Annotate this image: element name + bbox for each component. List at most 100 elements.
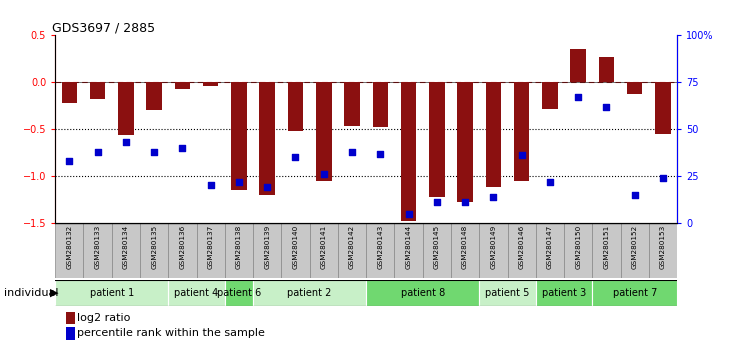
Bar: [514, 82, 529, 181]
Point: [403, 211, 414, 217]
Bar: [316, 82, 331, 181]
Text: GSM280142: GSM280142: [349, 225, 355, 269]
Bar: [457, 82, 473, 202]
Bar: [260, 82, 275, 195]
Point: [205, 183, 216, 188]
Bar: [310, 223, 338, 278]
Bar: [203, 82, 219, 86]
Text: GSM280147: GSM280147: [547, 225, 553, 269]
Bar: [253, 223, 281, 278]
Bar: [372, 82, 388, 127]
Bar: [627, 82, 643, 93]
Text: patient 2: patient 2: [288, 288, 332, 298]
Point: [573, 95, 584, 100]
Text: GSM280137: GSM280137: [208, 225, 213, 269]
Bar: [288, 82, 303, 131]
Bar: [508, 223, 536, 278]
Bar: [140, 223, 169, 278]
Bar: [394, 223, 422, 278]
Text: GSM280140: GSM280140: [292, 225, 299, 269]
Text: GSM280132: GSM280132: [66, 225, 72, 269]
Bar: [197, 223, 224, 278]
Bar: [231, 82, 247, 190]
Text: GSM280144: GSM280144: [406, 225, 411, 269]
Bar: [366, 223, 394, 278]
Point: [629, 192, 640, 198]
Text: patient 7: patient 7: [612, 288, 657, 298]
Bar: [451, 223, 479, 278]
Text: GSM280145: GSM280145: [434, 225, 440, 269]
Bar: [90, 82, 105, 99]
Bar: [224, 223, 253, 278]
Bar: [169, 223, 197, 278]
Text: ▶: ▶: [50, 288, 59, 298]
Point: [544, 179, 556, 184]
Bar: [564, 223, 592, 278]
Bar: [598, 57, 615, 82]
Bar: [655, 82, 670, 134]
Bar: [174, 82, 190, 89]
Bar: [112, 223, 140, 278]
Text: patient 6: patient 6: [217, 288, 261, 298]
Point: [375, 151, 386, 156]
Point: [346, 149, 358, 155]
Point: [63, 158, 75, 164]
Text: GSM280153: GSM280153: [660, 225, 666, 269]
Bar: [479, 280, 536, 306]
Text: patient 1: patient 1: [90, 288, 134, 298]
Bar: [366, 280, 479, 306]
Text: GSM280143: GSM280143: [378, 225, 383, 269]
Point: [601, 104, 612, 109]
Point: [516, 153, 528, 158]
Text: individual: individual: [4, 288, 58, 298]
Bar: [429, 82, 445, 197]
Text: GSM280146: GSM280146: [519, 225, 525, 269]
Point: [318, 171, 330, 177]
Text: GSM280136: GSM280136: [180, 225, 185, 269]
Bar: [224, 280, 253, 306]
Text: patient 8: patient 8: [400, 288, 445, 298]
Point: [148, 149, 160, 155]
Point: [120, 139, 132, 145]
Text: GDS3697 / 2885: GDS3697 / 2885: [52, 21, 155, 34]
Bar: [344, 82, 360, 126]
Point: [431, 200, 443, 205]
Bar: [169, 280, 224, 306]
Bar: [83, 223, 112, 278]
Text: GSM280138: GSM280138: [236, 225, 242, 269]
Point: [233, 179, 245, 184]
Text: GSM280150: GSM280150: [575, 225, 581, 269]
Bar: [281, 223, 310, 278]
Bar: [536, 223, 564, 278]
Bar: [649, 223, 677, 278]
Bar: [542, 82, 558, 109]
Text: GSM280133: GSM280133: [95, 225, 101, 269]
Text: GSM280151: GSM280151: [604, 225, 609, 269]
Point: [459, 200, 471, 205]
Text: percentile rank within the sample: percentile rank within the sample: [77, 329, 265, 338]
Text: patient 3: patient 3: [542, 288, 586, 298]
Bar: [592, 223, 620, 278]
Text: GSM280135: GSM280135: [151, 225, 158, 269]
Bar: [401, 82, 417, 221]
Point: [261, 184, 273, 190]
Text: GSM280149: GSM280149: [490, 225, 496, 269]
Text: patient 5: patient 5: [485, 288, 530, 298]
Bar: [486, 82, 501, 187]
Bar: [55, 223, 83, 278]
Point: [657, 175, 669, 181]
Bar: [422, 223, 451, 278]
Bar: [338, 223, 366, 278]
Bar: [55, 280, 169, 306]
Text: GSM280139: GSM280139: [264, 225, 270, 269]
Text: log2 ratio: log2 ratio: [77, 313, 131, 322]
Bar: [570, 50, 586, 82]
Bar: [118, 82, 134, 135]
Bar: [592, 280, 677, 306]
Text: GSM280134: GSM280134: [123, 225, 129, 269]
Text: GSM280141: GSM280141: [321, 225, 327, 269]
Point: [177, 145, 188, 151]
Point: [289, 154, 301, 160]
Bar: [536, 280, 592, 306]
Point: [92, 149, 104, 155]
